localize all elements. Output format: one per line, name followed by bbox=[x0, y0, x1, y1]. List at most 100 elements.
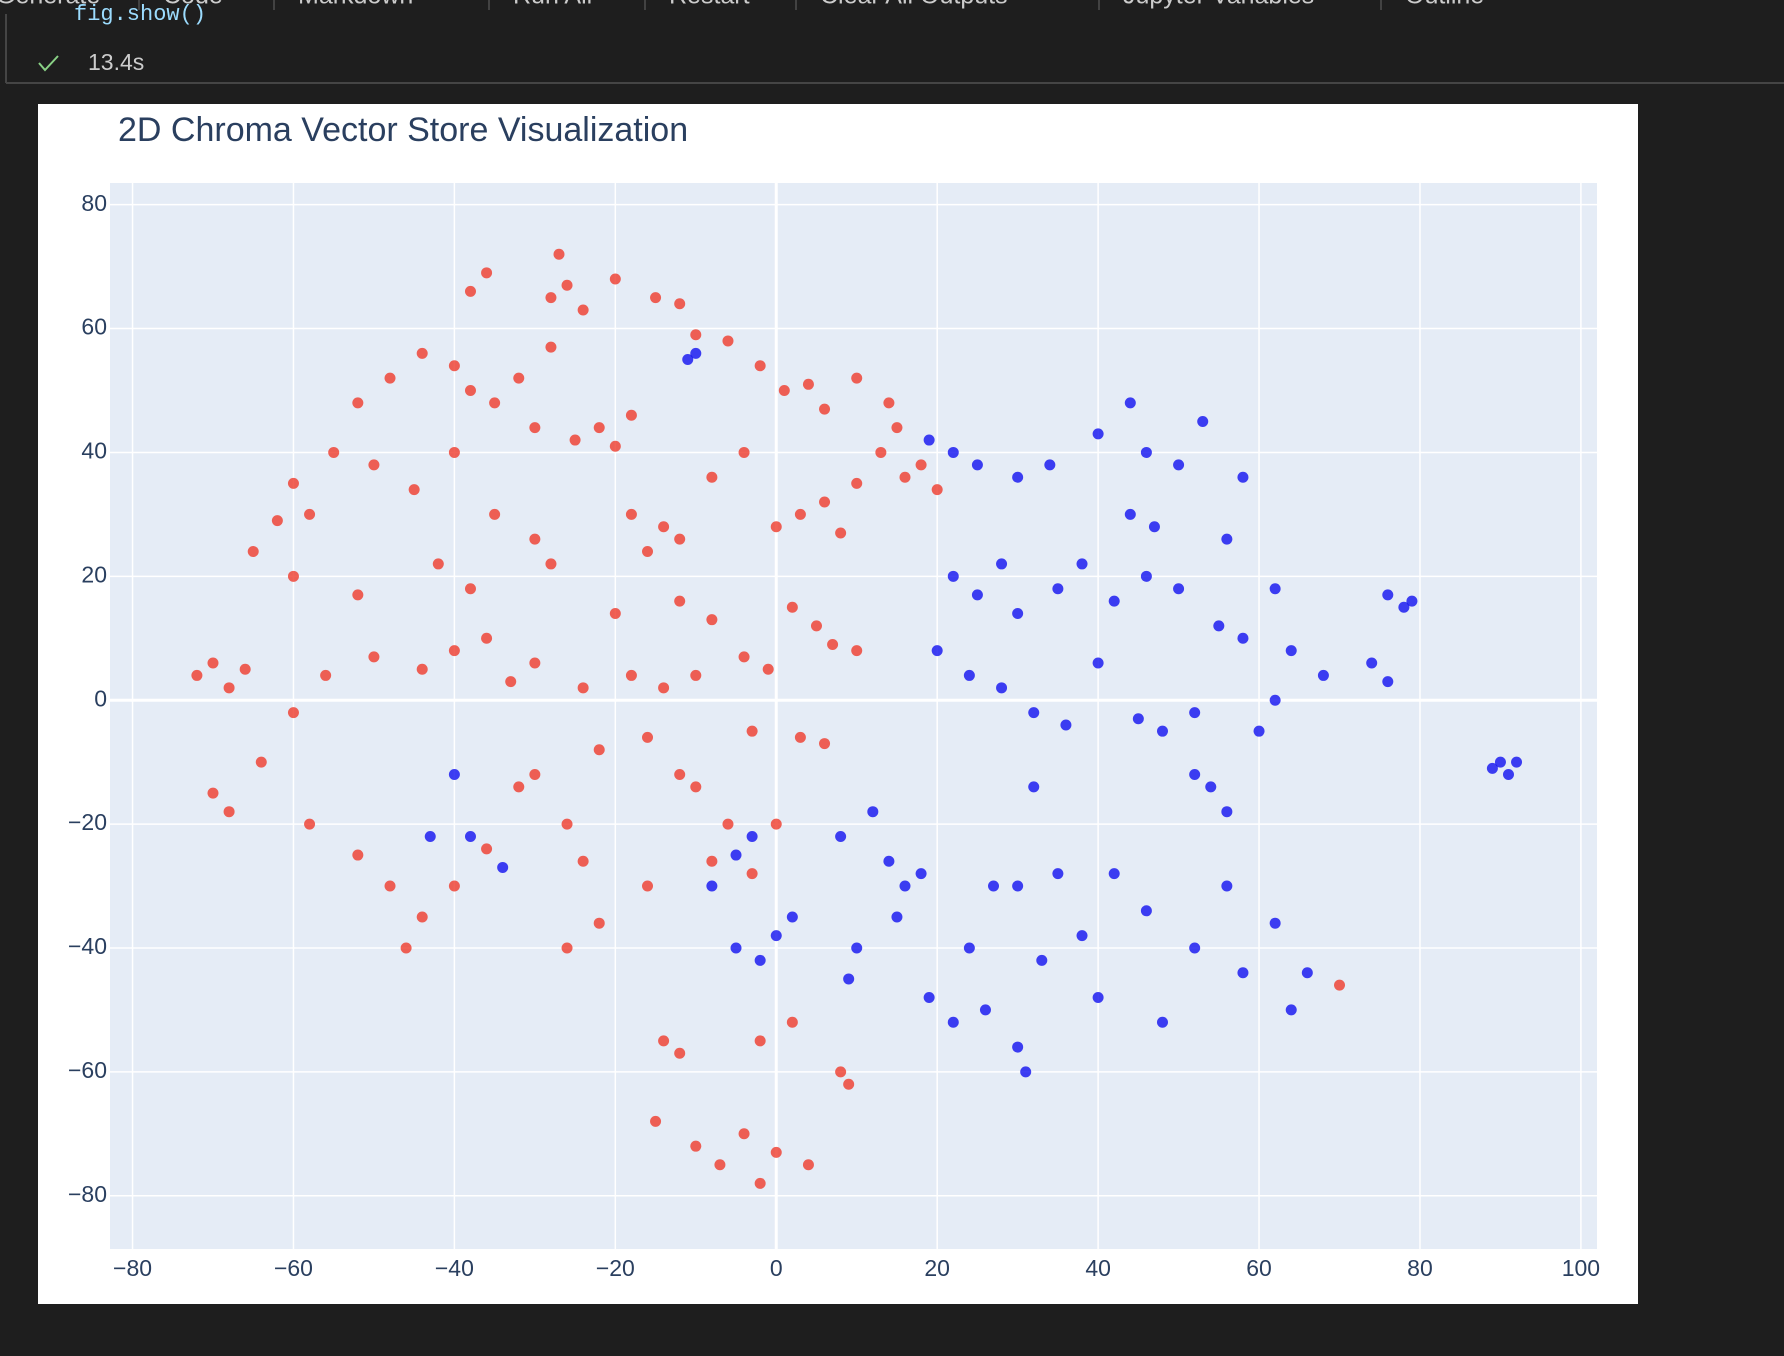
toolbar-item: Markdown bbox=[298, 0, 413, 10]
scatter-point bbox=[674, 533, 686, 545]
cell-status: 13.4s bbox=[88, 49, 144, 75]
scatter-point bbox=[448, 769, 460, 781]
scatter-point bbox=[287, 707, 299, 719]
scatter-point bbox=[408, 484, 420, 496]
scatter-point bbox=[1197, 415, 1209, 427]
scatter-point bbox=[497, 861, 509, 873]
scatter-point bbox=[1132, 713, 1144, 725]
scatter-point bbox=[851, 477, 863, 489]
scatter-point bbox=[988, 880, 1000, 892]
x-tick-label: −20 bbox=[596, 1255, 635, 1281]
scatter-point bbox=[963, 942, 975, 954]
scatter-point bbox=[625, 508, 637, 520]
y-tick-label: −20 bbox=[68, 809, 107, 835]
scatter-point bbox=[947, 570, 959, 582]
scatter-point bbox=[979, 1004, 991, 1016]
scatter-point bbox=[899, 471, 911, 483]
scatter-point bbox=[835, 1066, 847, 1078]
scatter-point bbox=[851, 372, 863, 384]
scatter-point bbox=[593, 917, 605, 929]
scatter-point bbox=[1334, 979, 1346, 991]
scatter-point bbox=[191, 669, 203, 681]
scatter-point bbox=[706, 471, 718, 483]
scatter-point bbox=[867, 806, 879, 818]
scatter-point bbox=[424, 830, 436, 842]
scatter-point bbox=[658, 682, 670, 694]
scatter-point bbox=[722, 335, 734, 347]
scatter-point bbox=[1028, 707, 1040, 719]
scatter-point bbox=[545, 558, 557, 570]
scatter-point bbox=[674, 595, 686, 607]
scatter-point bbox=[561, 279, 573, 291]
scatter-point bbox=[448, 360, 460, 372]
toolbar-item: Outline bbox=[1405, 0, 1484, 10]
scatter-point bbox=[746, 868, 758, 880]
scatter-point bbox=[802, 1159, 814, 1171]
scatter-point bbox=[714, 1159, 726, 1171]
scatter-point bbox=[996, 682, 1008, 694]
scatter-point bbox=[1028, 781, 1040, 793]
scatter-point bbox=[923, 992, 935, 1004]
scatter-point bbox=[1213, 620, 1225, 632]
scatter-point bbox=[851, 645, 863, 657]
scatter-point bbox=[1108, 868, 1120, 880]
scatter-point bbox=[706, 855, 718, 867]
scatter-point bbox=[416, 911, 428, 923]
grid: −80 −60 −40 −20 0 20 40 60 80 100 −80 −60 −40 −20 0 20 4… bbox=[68, 183, 1600, 1281]
scatter-point bbox=[706, 614, 718, 626]
scatter-point bbox=[1221, 533, 1233, 545]
scatter-point bbox=[819, 496, 831, 508]
scatter-point bbox=[658, 521, 670, 533]
scatter-point bbox=[851, 942, 863, 954]
scatter-point bbox=[971, 459, 983, 471]
scatter-point bbox=[730, 849, 742, 861]
scatter-point bbox=[835, 527, 847, 539]
scatter-point bbox=[384, 372, 396, 384]
scatter-point bbox=[1221, 880, 1233, 892]
scatter-point bbox=[1301, 967, 1313, 979]
scatter-point bbox=[1317, 669, 1329, 681]
scatter-point bbox=[1012, 1041, 1024, 1053]
scatter-point bbox=[794, 508, 806, 520]
scatter-point bbox=[464, 385, 476, 397]
scatter-point bbox=[1269, 694, 1281, 706]
scatter-point bbox=[835, 830, 847, 842]
scatter-point bbox=[1044, 459, 1056, 471]
scatter-point bbox=[1486, 762, 1498, 774]
scatter-point bbox=[577, 304, 589, 316]
scatter-point bbox=[931, 484, 943, 496]
scatter-point bbox=[963, 669, 975, 681]
scatter-point bbox=[1221, 806, 1233, 818]
scatter-point bbox=[931, 645, 943, 657]
scatter-point bbox=[513, 372, 525, 384]
scatter-point bbox=[609, 273, 621, 285]
scatter-point bbox=[738, 651, 750, 663]
scatter-point bbox=[875, 446, 887, 458]
toolbar-item: Restart bbox=[669, 0, 750, 10]
scatter-point bbox=[464, 285, 476, 297]
scatter-point bbox=[1092, 428, 1104, 440]
points bbox=[191, 248, 1523, 1189]
scatter-point bbox=[1156, 725, 1168, 737]
y-tick-label: 80 bbox=[81, 190, 107, 216]
scatter-point bbox=[891, 422, 903, 434]
x-tick-label: 40 bbox=[1085, 1255, 1111, 1281]
scatter-point bbox=[368, 651, 380, 663]
scatter-point bbox=[481, 267, 493, 279]
scatter-point bbox=[1036, 954, 1048, 966]
scatter-point bbox=[1148, 521, 1160, 533]
toolbar: Generate Code Markdown Run All Restart Clear … bbox=[0, 0, 1484, 10]
scatter-point bbox=[464, 583, 476, 595]
scatter-point bbox=[320, 669, 332, 681]
scatter-point bbox=[706, 880, 718, 892]
scatter-point bbox=[722, 818, 734, 830]
scatter-point bbox=[1060, 719, 1072, 731]
scatter-point bbox=[971, 589, 983, 601]
scatter-point bbox=[1511, 756, 1523, 768]
scatter-point bbox=[1020, 1066, 1032, 1078]
scatter-point bbox=[642, 880, 654, 892]
scatter-point bbox=[368, 459, 380, 471]
scatter-point bbox=[239, 663, 251, 675]
toolbar-item: Run All bbox=[513, 0, 592, 10]
y-tick-label: −40 bbox=[68, 933, 107, 959]
